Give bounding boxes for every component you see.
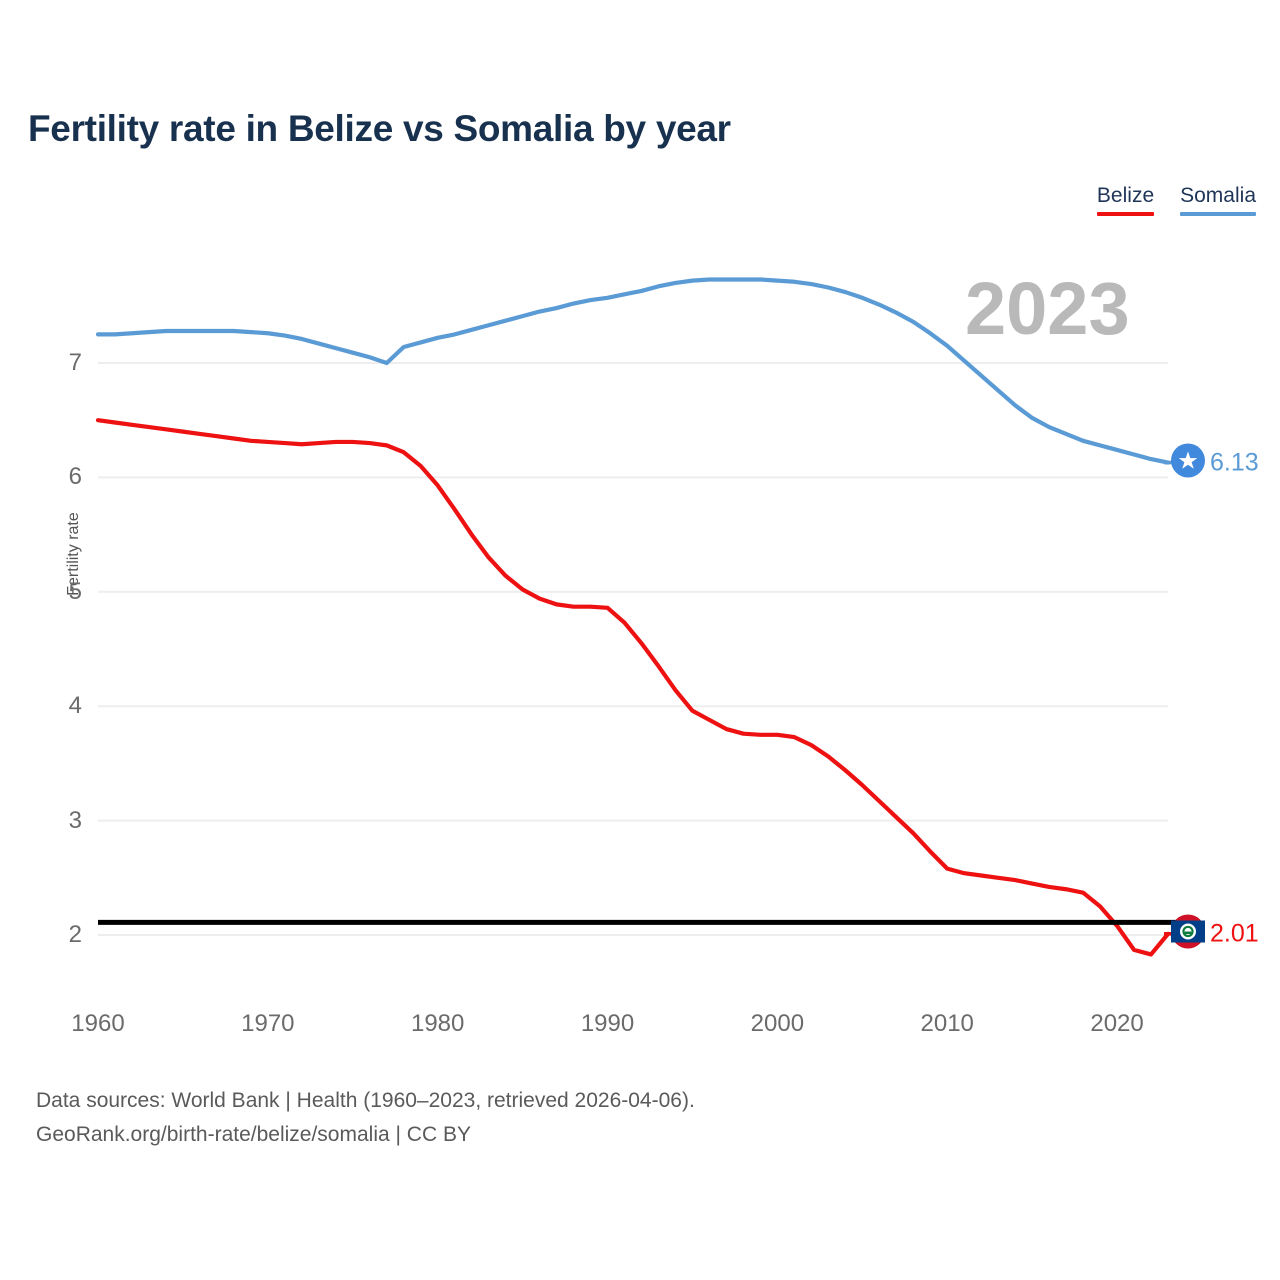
x-axis-tick-label: 1970 bbox=[241, 1010, 295, 1037]
footer-line-sources: Data sources: World Bank | Health (1960–… bbox=[36, 1089, 695, 1112]
endpoint-value-belize: 2.01 bbox=[1210, 919, 1259, 948]
y-axis-tick-label: 5 bbox=[68, 577, 82, 605]
legend-swatch-belize bbox=[1096, 212, 1155, 217]
x-axis-tick-label: 1980 bbox=[410, 1010, 465, 1037]
legend-item-belize[interactable]: Belize bbox=[1096, 184, 1155, 217]
y-axis-ticks: 2 3 4 5 6 7 bbox=[26, 0, 82, 1280]
y-axis-tick-label: 4 bbox=[68, 692, 82, 720]
x-axis-tick-label: 2000 bbox=[750, 1010, 805, 1037]
x-axis-tick-label: 2010 bbox=[920, 1010, 974, 1037]
legend-label-belize: Belize bbox=[1096, 184, 1155, 207]
endpoint-marker-somalia[interactable] bbox=[1171, 443, 1205, 482]
page-title: Fertility rate in Belize vs Somalia by y… bbox=[28, 108, 731, 149]
y-axis-tick-label: 7 bbox=[68, 349, 82, 376]
y-axis-tick-label: 2 bbox=[68, 921, 82, 948]
x-axis-tick-label: 1960 bbox=[71, 1010, 125, 1037]
y-axis-tick-label: 6 bbox=[68, 463, 82, 491]
footer-line-url: GeoRank.org/birth-rate/belize/somalia | … bbox=[36, 1123, 471, 1147]
endpoint-value-somalia: 6.13 bbox=[1210, 448, 1259, 477]
belize-flag-icon bbox=[1171, 914, 1205, 949]
legend-item-somalia[interactable]: Somalia bbox=[1180, 184, 1256, 217]
year-watermark: 2023 bbox=[965, 267, 1130, 350]
y-axis-tick-label: 3 bbox=[68, 806, 82, 834]
legend-label-somalia: Somalia bbox=[1180, 184, 1256, 207]
legend-swatch-somalia bbox=[1180, 212, 1256, 217]
series-line-somalia bbox=[95, 277, 1171, 465]
chart-legend: Belize Somalia bbox=[1096, 184, 1256, 217]
x-axis-tick-label: 1990 bbox=[580, 1010, 635, 1037]
series-line-belize bbox=[95, 418, 1171, 957]
somalia-flag-icon bbox=[1171, 443, 1205, 478]
x-axis-tick-label: 2020 bbox=[1090, 1010, 1144, 1037]
endpoint-marker-belize[interactable] bbox=[1171, 914, 1205, 953]
footer-credits: Data sources: World Bank | Health (1960–… bbox=[36, 1084, 695, 1152]
